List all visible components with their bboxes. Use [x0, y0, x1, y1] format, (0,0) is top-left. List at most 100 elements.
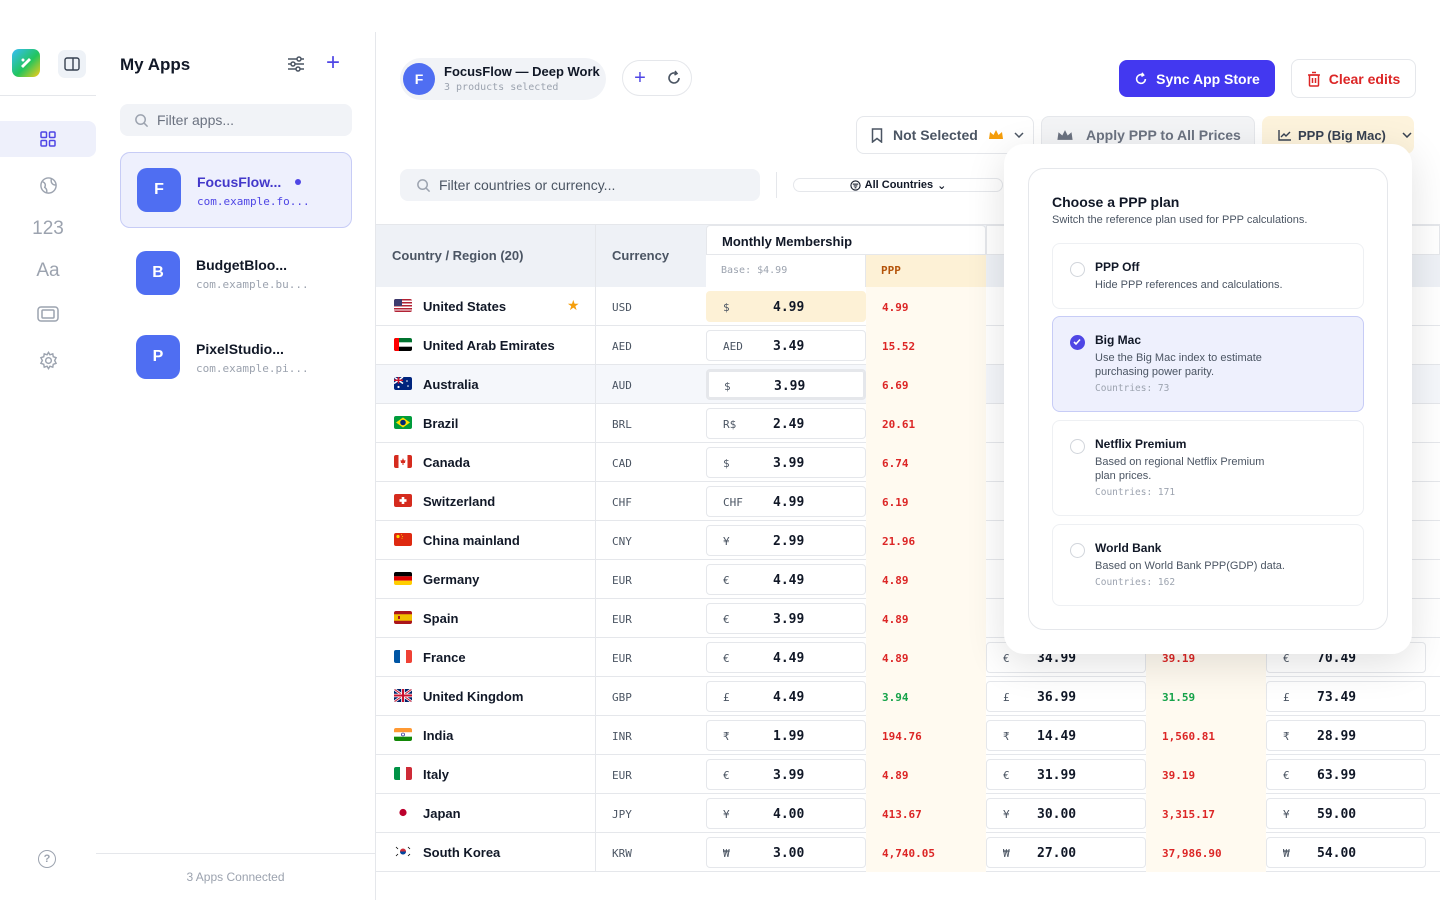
currency-symbol: $: [723, 457, 730, 470]
radio-checked-icon[interactable]: [1070, 335, 1085, 350]
ppp-value: 15.52: [882, 340, 916, 353]
radio-button[interactable]: [1070, 543, 1085, 558]
price-input-2[interactable]: €31.99: [986, 759, 1146, 790]
currency-symbol: ₹: [1003, 730, 1010, 743]
price-input[interactable]: €4.49: [706, 642, 866, 673]
rail-item-globe[interactable]: [0, 167, 96, 203]
option-description: Based on regional Netflix Premium plan p…: [1095, 456, 1265, 482]
help-icon[interactable]: ?: [38, 850, 56, 868]
price-input-2[interactable]: ¥30.00: [986, 798, 1146, 829]
app-search[interactable]: [120, 104, 352, 136]
currency-symbol: £: [723, 691, 730, 704]
text-icon: Aa: [36, 260, 60, 281]
price-input[interactable]: $3.99: [706, 369, 866, 400]
rail-item-numbers[interactable]: 123: [0, 211, 96, 247]
ppp-cell: 4.89: [866, 560, 986, 599]
price-input[interactable]: $4.99: [706, 291, 866, 322]
currency-symbol: ¥: [1003, 808, 1010, 821]
ppp-cell: 4.89: [866, 755, 986, 794]
price-input[interactable]: ₹1.99: [706, 720, 866, 751]
rail-item-settings[interactable]: [0, 342, 96, 378]
add-app-button[interactable]: +: [326, 49, 341, 76]
price-input-2[interactable]: ₩27.00: [986, 837, 1146, 868]
filter-settings-icon[interactable]: [286, 54, 308, 76]
price-input[interactable]: AED 3.49: [706, 330, 866, 361]
currency-code: JPY: [612, 808, 632, 821]
bookmark-icon: [871, 127, 883, 143]
price-input[interactable]: €3.99: [706, 759, 866, 790]
rail-item-apps[interactable]: [0, 121, 96, 157]
price-input-3[interactable]: ₹28.99: [1266, 720, 1426, 751]
ppp-value: 4.89: [882, 769, 909, 782]
app-search-input[interactable]: [157, 112, 337, 128]
apps-connected-status: 3 Apps Connected: [186, 870, 285, 884]
sidebar-toggle-icon[interactable]: [58, 50, 86, 78]
option-description: Hide PPP references and calculations.: [1095, 279, 1283, 291]
rail-item-media[interactable]: [0, 296, 96, 332]
table-row: United Kingdom GBP £4.49 3.94 £36.99 31.59 £73…: [376, 677, 1440, 716]
price-input[interactable]: ₩3.00: [706, 837, 866, 868]
price-input-2[interactable]: £36.99: [986, 681, 1146, 712]
chart-line-icon: [1278, 130, 1291, 141]
app-card-pixelstudio[interactable]: P PixelStudio... com.example.pi...: [120, 320, 352, 396]
country-search[interactable]: [400, 169, 760, 201]
app-avatar: F: [137, 168, 181, 212]
app-bundle-id: com.example.fo...: [197, 195, 310, 208]
country-search-input[interactable]: [439, 177, 739, 193]
price-input-3[interactable]: ₩54.00: [1266, 837, 1426, 868]
ppp-value: 4.99: [882, 301, 909, 314]
col-country-header[interactable]: Country / Region (20): [392, 248, 524, 263]
price-input-3[interactable]: ¥59.00: [1266, 798, 1426, 829]
currency-code: CAD: [612, 457, 632, 470]
ppp-option-off[interactable]: PPP Off Hide PPP references and calculat…: [1052, 243, 1364, 309]
price-input[interactable]: €4.49: [706, 564, 866, 595]
price-input[interactable]: $3.99: [706, 447, 866, 478]
product-header[interactable]: Monthly Membership: [706, 225, 986, 255]
all-countries-filter[interactable]: All Countries ⌄: [793, 178, 1003, 192]
country-name: Switzerland: [423, 494, 496, 509]
country-name: Australia: [423, 377, 479, 392]
star-icon[interactable]: ★: [567, 297, 580, 313]
ppp-option-netflix[interactable]: Netflix Premium Based on regional Netfli…: [1052, 420, 1364, 516]
flag-au-icon: [394, 377, 412, 390]
price-value: 3.00: [773, 846, 805, 861]
add-product-button[interactable]: +: [634, 66, 646, 89]
radio-button[interactable]: [1070, 439, 1085, 454]
price-input[interactable]: R$ 2.49: [706, 408, 866, 439]
price-input[interactable]: €3.99: [706, 603, 866, 634]
country-name: United States: [423, 299, 507, 314]
price-input[interactable]: £4.49: [706, 681, 866, 712]
ppp-cell: 194.76: [866, 716, 986, 755]
price-input[interactable]: ¥2.99: [706, 525, 866, 556]
filter-separator: [776, 172, 777, 198]
clear-edits-button[interactable]: Clear edits: [1291, 59, 1416, 98]
col-currency-header[interactable]: Currency: [612, 248, 670, 263]
price-input-2[interactable]: ₹14.49: [986, 720, 1146, 751]
ppp-option-world-bank[interactable]: World Bank Based on World Bank PPP(GDP) …: [1052, 524, 1364, 606]
chevron-down-icon: [1014, 132, 1024, 138]
price-value: 1.99: [773, 729, 805, 744]
refresh-button[interactable]: [657, 61, 691, 95]
price-input-3[interactable]: £73.49: [1266, 681, 1426, 712]
crown-icon: [988, 130, 1003, 139]
cell-divider: [595, 794, 596, 833]
currency-code: USD: [612, 301, 632, 314]
rail-item-text[interactable]: Aa: [0, 253, 96, 289]
nav-rail: 123 Aa ?: [0, 32, 96, 900]
price-input[interactable]: ¥4.00: [706, 798, 866, 829]
ppp-cell: 3.94: [866, 677, 986, 716]
radio-button[interactable]: [1070, 262, 1085, 277]
app-card-focusflow[interactable]: F FocusFlow... com.example.fo...: [120, 152, 352, 228]
sync-app-store-button[interactable]: Sync App Store: [1119, 60, 1275, 97]
current-app-chip[interactable]: F FocusFlow — Deep Work 3 products selec…: [400, 58, 606, 100]
products-selected: 3 products selected: [444, 82, 559, 93]
ppp-value: 39.19: [1162, 652, 1196, 665]
price-input[interactable]: CHF 4.99: [706, 486, 866, 517]
app-card-budgetbloom[interactable]: B BudgetBloo... com.example.bu...: [120, 236, 352, 312]
option-description: Based on World Bank PPP(GDP) data.: [1095, 560, 1285, 572]
selection-dropdown[interactable]: Not Selected: [856, 116, 1034, 154]
film-icon: [37, 306, 59, 322]
ppp-option-big-mac[interactable]: Big Mac Use the Big Mac index to estimat…: [1052, 316, 1364, 412]
price-input-3[interactable]: €63.99: [1266, 759, 1426, 790]
